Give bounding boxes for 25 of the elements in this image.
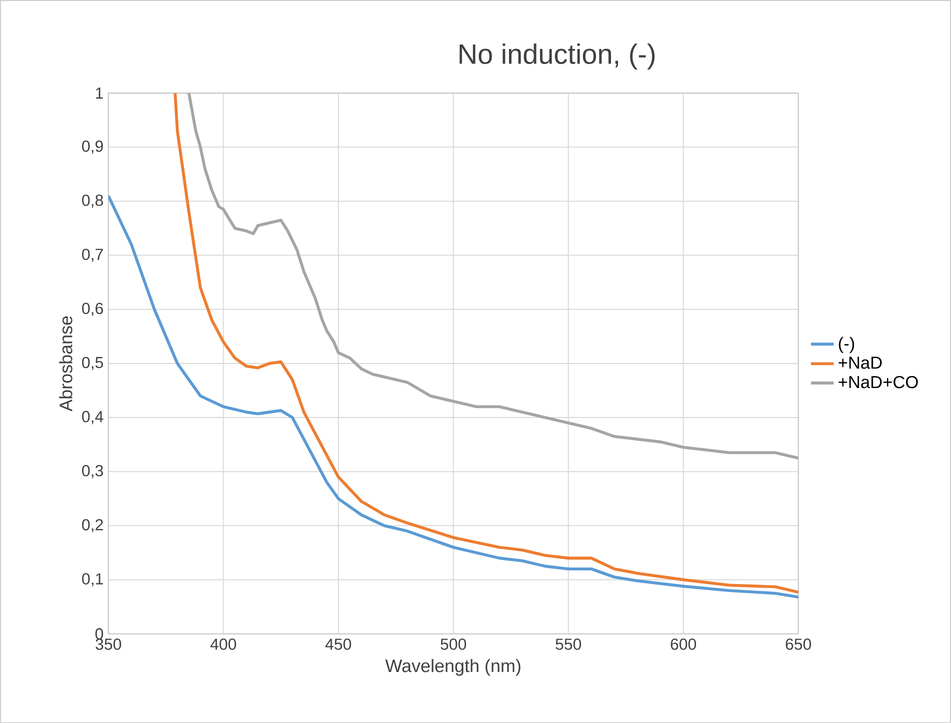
y-axis-title: Abrosbanse: [59, 316, 72, 412]
y-tick-label: 0,5: [82, 356, 104, 370]
y-tick-label: 0,8: [82, 194, 103, 208]
y-tick-label: 0,2: [82, 518, 103, 532]
x-tick-label: 600: [670, 638, 696, 650]
y-tick-label: 0,3: [82, 464, 103, 478]
y-tick-label: 0: [95, 628, 104, 640]
x-tick-label: 450: [325, 638, 352, 650]
legend-label: (-): [838, 336, 854, 353]
y-tick-label: 1: [96, 87, 103, 98]
y-tick-label: 0,7: [82, 248, 103, 262]
x-axis-title: Wavelength (nm): [385, 658, 520, 676]
x-tick-label: 400: [210, 638, 236, 650]
y-tick-label: 0,9: [82, 140, 103, 154]
x-tick-label: 350: [96, 638, 122, 650]
line-series: [108, 194, 798, 598]
chart-title: No induction, (-): [460, 43, 655, 70]
y-tick-label: 0,4: [82, 410, 104, 424]
y-tick-label: 0,6: [82, 302, 103, 316]
x-tick-label: 650: [786, 638, 812, 650]
y-tick-label: 0,1: [82, 573, 103, 586]
legend-label: +NaD+CO: [838, 376, 918, 388]
legend-label: +NaD: [838, 356, 882, 369]
x-tick-label: 500: [440, 638, 466, 650]
x-tick-label: 550: [556, 638, 582, 650]
